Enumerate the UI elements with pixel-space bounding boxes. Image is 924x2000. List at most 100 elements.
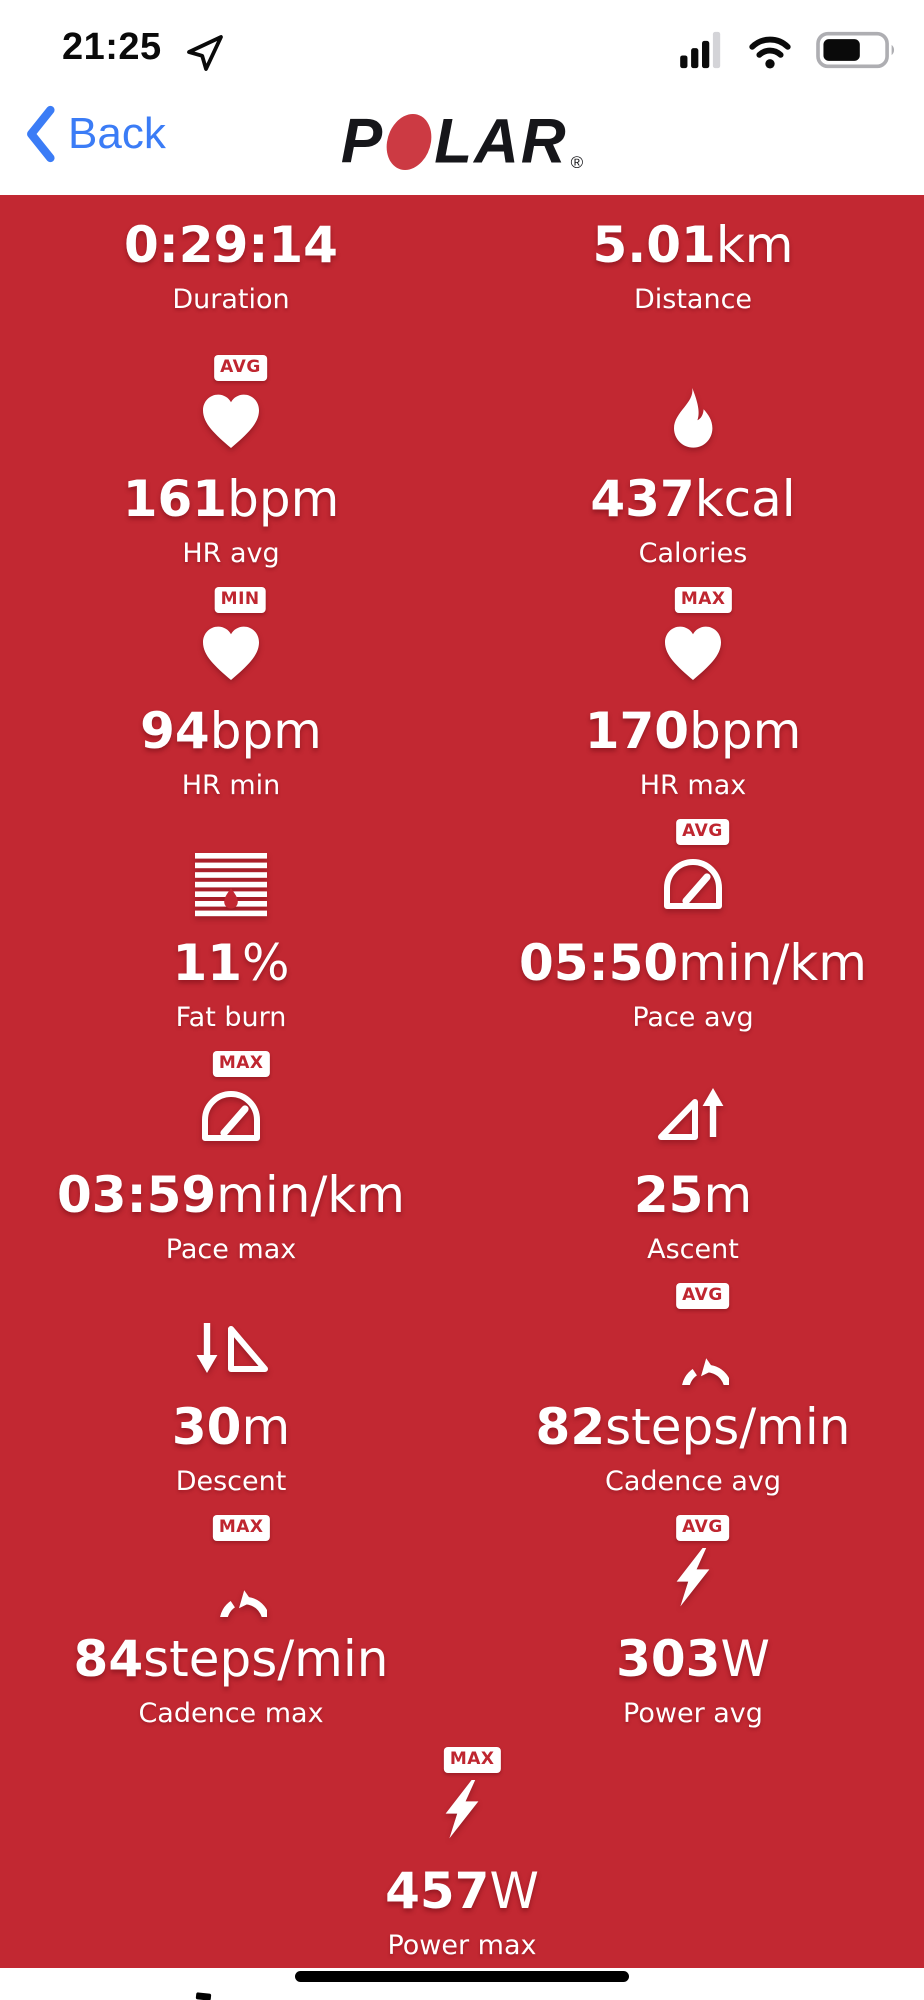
logo-o-shape	[383, 113, 436, 170]
stat-value: 161bpm	[122, 470, 340, 528]
stat-label: Distance	[633, 284, 753, 315]
stats-row-6: 30m Descent AVG 82steps/min Cadence avg	[0, 1271, 924, 1503]
heart-icon	[195, 617, 267, 689]
stat-icon-wrap: MAX	[195, 1051, 270, 1153]
home-indicator[interactable]	[295, 1971, 629, 1982]
stat-label: HR max	[639, 770, 747, 801]
avg-badge: AVG	[676, 1283, 729, 1309]
ascent-triangle-icon	[653, 1081, 733, 1153]
stat-value: 82steps/min	[535, 1398, 851, 1456]
stat-label: Pace max	[165, 1234, 297, 1265]
stat-icon-wrap	[195, 847, 267, 921]
max-badge: MAX	[212, 1515, 270, 1541]
stat-icon-wrap: AVG	[657, 1283, 729, 1385]
stat-cadence-max: MAX 84steps/min Cadence max	[0, 1503, 462, 1735]
stat-icon-wrap: AVG	[657, 1515, 729, 1617]
stat-hr-max: MAX 170bpm HR max	[462, 575, 924, 807]
stat-calories: 437kcal Calories	[462, 343, 924, 575]
stat-label: Duration	[172, 284, 290, 315]
stats-row-7: MAX 84steps/min Cadence max AVG 303W Pow…	[0, 1503, 924, 1735]
min-badge: MIN	[214, 587, 266, 613]
stat-label: Descent	[175, 1466, 287, 1497]
stat-icon-wrap: MAX	[426, 1747, 501, 1849]
stat-value: 03:59min/km	[57, 1166, 405, 1224]
back-button[interactable]: Back	[24, 104, 166, 164]
gauge-icon	[195, 1081, 267, 1153]
status-bar: 21:25	[0, 0, 924, 90]
stat-label: HR min	[181, 770, 281, 801]
stat-duration: 0:29:14 Duration	[0, 195, 462, 343]
gauge-icon	[657, 849, 729, 921]
stats-row-3: MIN 94bpm HR min MAX 170bpm HR max	[0, 575, 924, 807]
stat-value: 30m	[171, 1398, 291, 1456]
stat-icon-wrap	[653, 1079, 733, 1153]
stat-power-max: MAX 457W Power max	[0, 1735, 924, 1967]
lightning-bolt-icon	[426, 1777, 498, 1849]
stat-hr-avg: AVG 161bpm HR avg	[0, 343, 462, 575]
max-badge: MAX	[674, 587, 732, 613]
stat-label: Ascent	[647, 1234, 739, 1265]
cadence-loop-icon	[657, 1313, 729, 1385]
stat-label: Power avg	[623, 1698, 763, 1729]
stats-panel: 0:29:14 Duration 5.01km Distance AVG 161…	[0, 195, 924, 1968]
stat-label: HR avg	[182, 538, 280, 569]
stats-row-8: MAX 457W Power max	[0, 1735, 924, 1967]
stat-label: Fat burn	[175, 1002, 287, 1033]
logo-letters-lar: LAR	[434, 106, 568, 177]
back-label: Back	[68, 109, 166, 158]
flame-icon	[657, 385, 729, 457]
stat-label: Cadence max	[138, 1698, 324, 1729]
stats-row-1: 0:29:14 Duration 5.01km Distance	[0, 195, 924, 343]
stat-value: 170bpm	[584, 702, 802, 760]
cadence-loop-icon	[195, 1545, 267, 1617]
stat-icon-wrap: MAX	[657, 587, 732, 689]
stat-icon-wrap: MAX	[195, 1515, 270, 1617]
stat-ascent: 25m Ascent	[462, 1039, 924, 1271]
polar-logo: P LAR ®	[0, 106, 924, 177]
stat-label: Pace avg	[632, 1002, 754, 1033]
stat-value: 303W	[616, 1630, 770, 1688]
avg-badge: AVG	[214, 355, 267, 381]
stat-icon-wrap: AVG	[657, 819, 729, 921]
max-badge: MAX	[212, 1051, 270, 1077]
stat-icon-wrap: MIN	[195, 587, 267, 689]
stat-hr-min: MIN 94bpm HR min	[0, 575, 462, 807]
nav-bar: Back P LAR ®	[0, 90, 924, 195]
stats-row-2: AVG 161bpm HR avg 437kcal Calories	[0, 343, 924, 575]
scroll-content-peek	[195, 1992, 212, 2000]
stat-value: 437kcal	[590, 470, 796, 528]
heart-icon	[657, 617, 729, 689]
registered-mark: ®	[570, 153, 584, 172]
stat-value: 25m	[633, 1166, 753, 1224]
battery-icon	[816, 31, 895, 69]
stats-row-4: 11% Fat burn AVG 05:50min/km Pace avg	[0, 807, 924, 1039]
stat-label: Cadence avg	[605, 1466, 781, 1497]
wifi-icon	[749, 36, 791, 69]
stat-cadence-avg: AVG 82steps/min Cadence avg	[462, 1271, 924, 1503]
lightning-bolt-icon	[657, 1545, 729, 1617]
location-arrow-icon	[187, 35, 223, 71]
fat-burn-drop-icon	[195, 849, 267, 921]
stat-pace-avg: AVG 05:50min/km Pace avg	[462, 807, 924, 1039]
stat-label: Calories	[638, 538, 748, 569]
stats-row-5: MAX 03:59min/km Pace max 25m Ascent	[0, 1039, 924, 1271]
stat-pace-max: MAX 03:59min/km Pace max	[0, 1039, 462, 1271]
back-chevron-icon	[27, 105, 55, 163]
stat-descent: 30m Descent	[0, 1271, 462, 1503]
stat-power-avg: AVG 303W Power avg	[462, 1503, 924, 1735]
stat-value: 84steps/min	[73, 1630, 389, 1688]
descent-triangle-icon	[191, 1313, 271, 1385]
status-time: 21:25	[62, 26, 162, 68]
max-badge: MAX	[443, 1747, 501, 1773]
stat-value: 457W	[385, 1862, 539, 1920]
stat-icon-wrap	[657, 383, 729, 457]
cellular-signal-icon	[680, 31, 721, 69]
stat-fat-burn: 11% Fat burn	[0, 807, 462, 1039]
avg-badge: AVG	[676, 1515, 729, 1541]
status-right-icons	[676, 30, 904, 70]
stat-label: Power max	[387, 1930, 537, 1961]
avg-badge: AVG	[676, 819, 729, 845]
stat-value: 0:29:14	[124, 216, 338, 274]
heart-icon	[195, 385, 267, 457]
stat-icon-wrap	[191, 1311, 271, 1385]
